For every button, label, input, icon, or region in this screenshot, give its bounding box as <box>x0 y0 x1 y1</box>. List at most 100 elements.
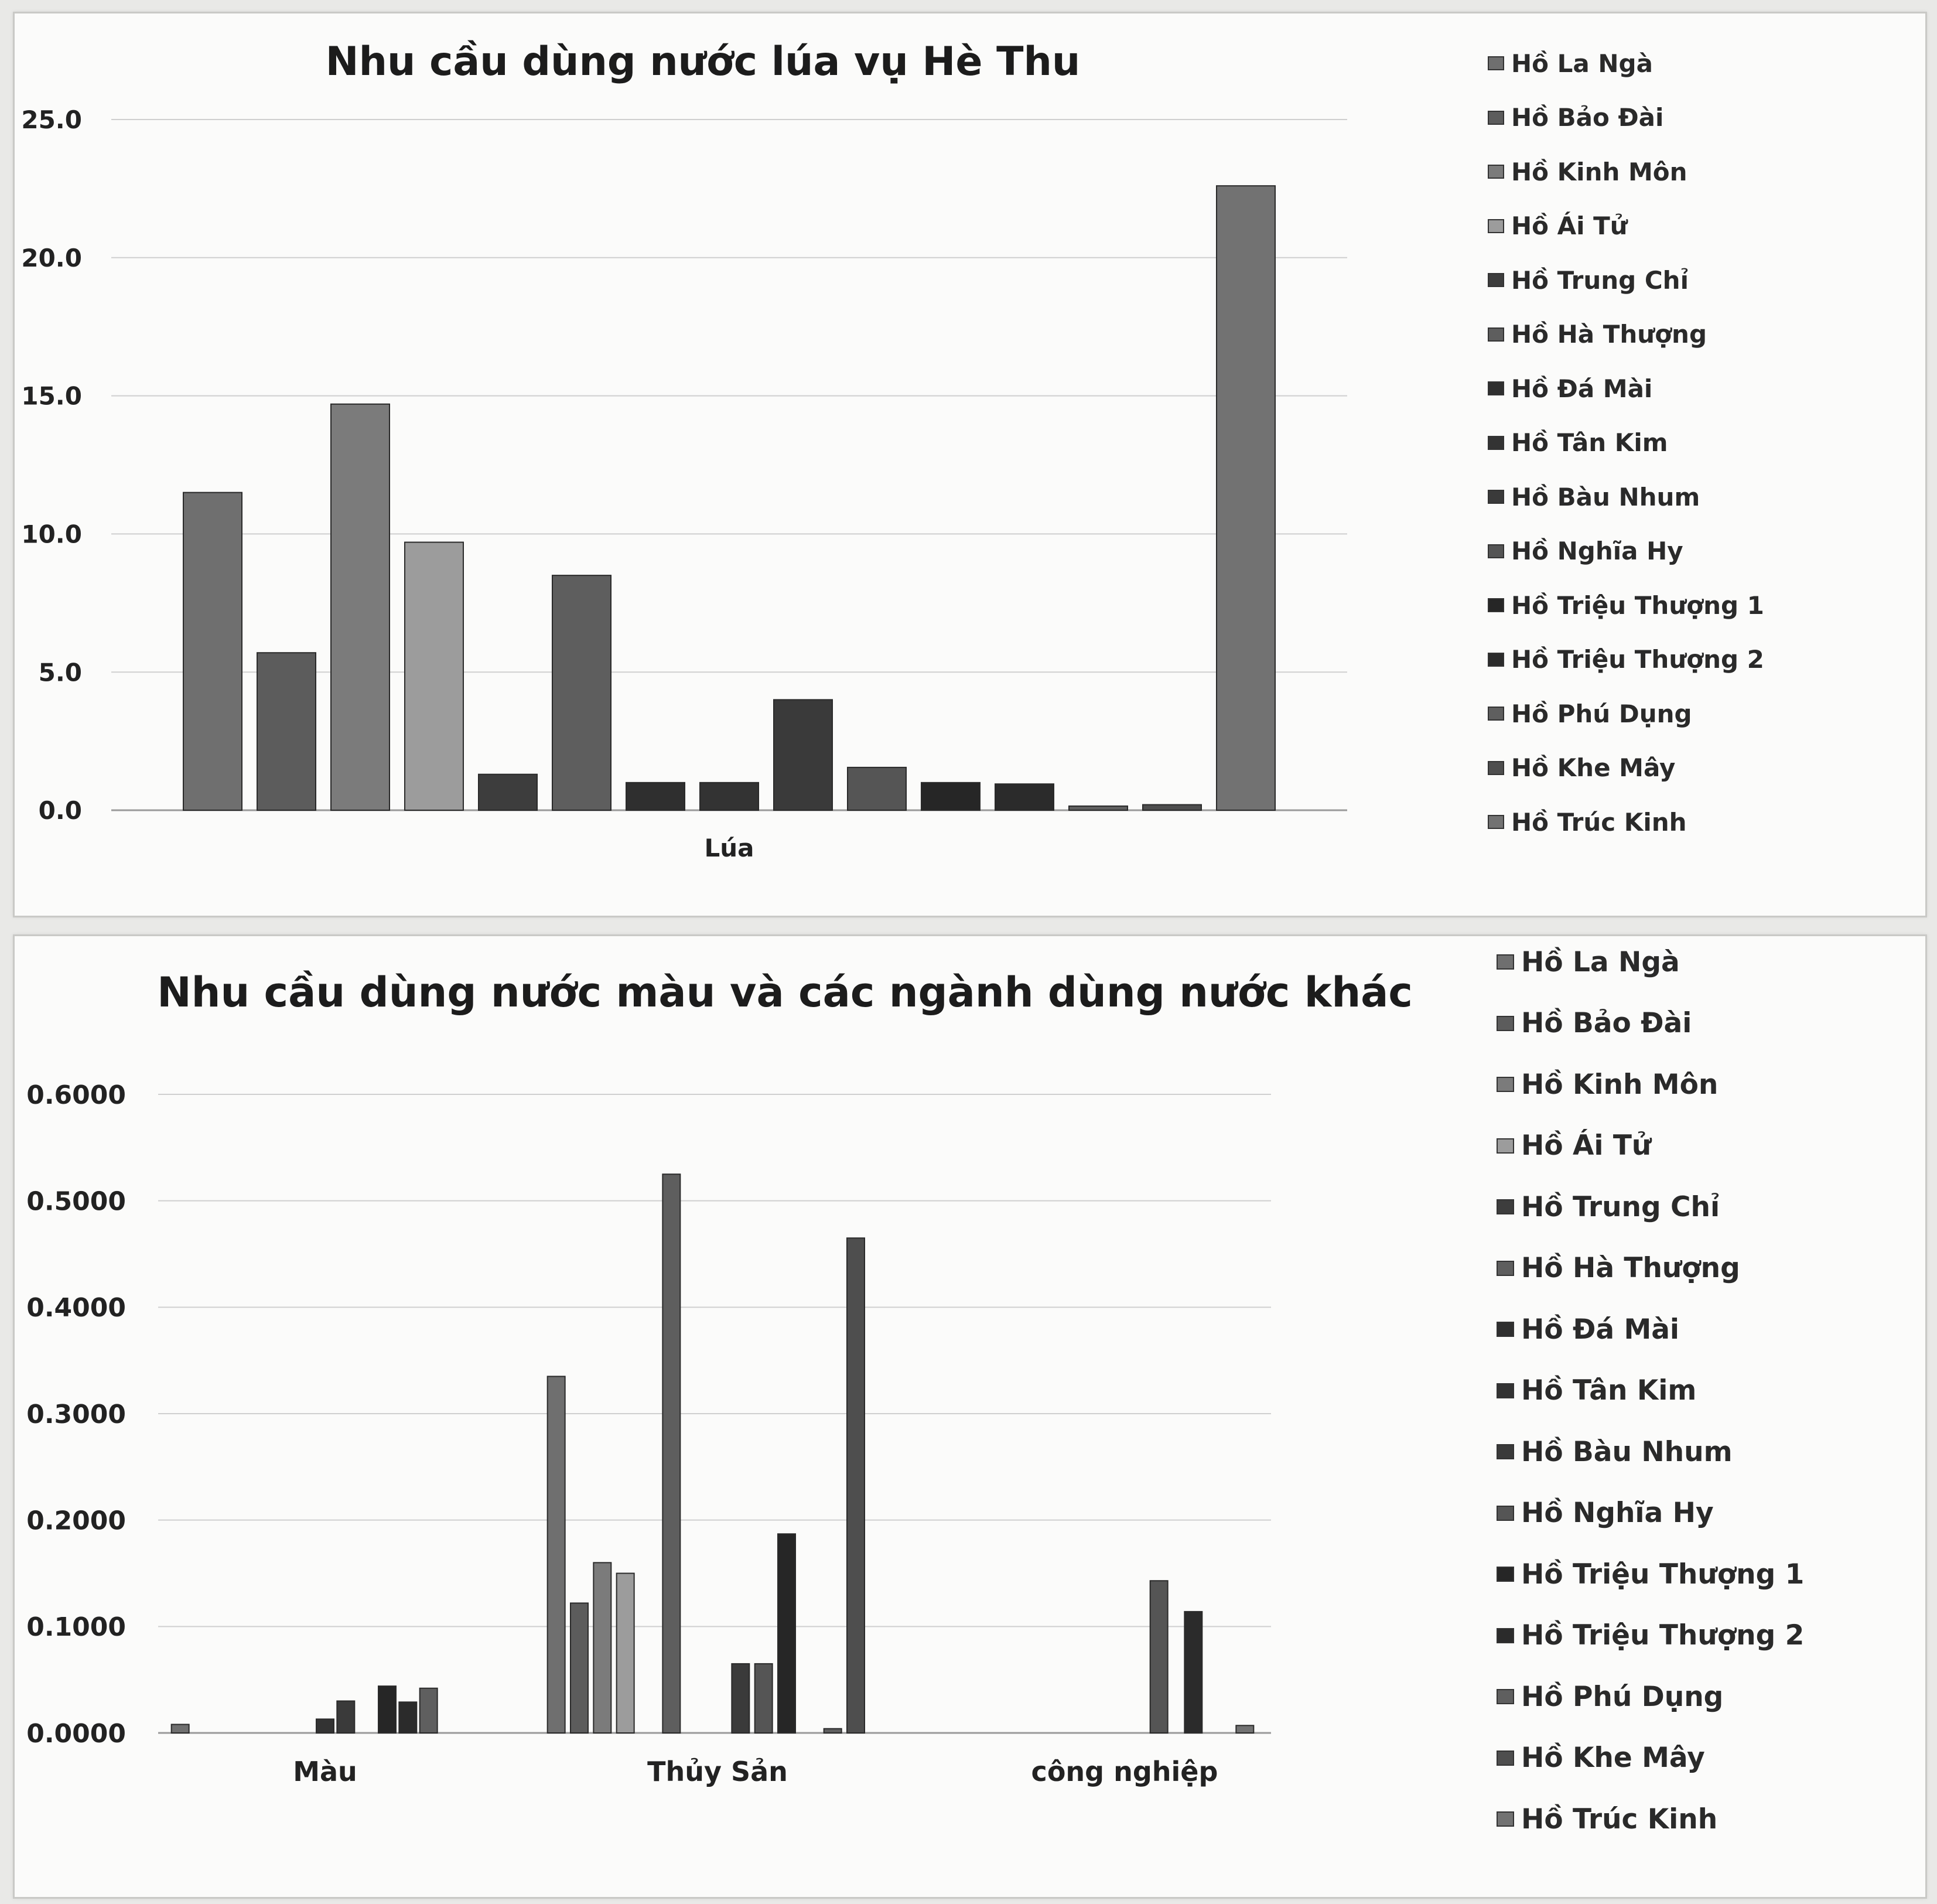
legend-swatch <box>1497 954 1514 970</box>
legend-item: Hồ Bàu Nhum <box>1497 1421 1804 1483</box>
category-label: công nghiệp <box>1031 1756 1218 1787</box>
category-label: Lúa <box>704 834 754 862</box>
legend-label: Hồ Kinh Môn <box>1511 157 1687 186</box>
legend-swatch <box>1488 381 1504 396</box>
bar-hồ-triệu-thượng-2-0 <box>995 783 1054 811</box>
legend-swatch <box>1488 327 1504 342</box>
legend-swatch <box>1497 1077 1514 1093</box>
legend-label: Hồ Triệu Thượng 1 <box>1511 591 1764 620</box>
bar-hồ-nghĩa-hy-1 <box>754 1663 773 1734</box>
legend-swatch <box>1497 1444 1514 1460</box>
legend-item: Hồ Trung Chỉ <box>1497 1176 1804 1238</box>
legend-label: Hồ Trúc Kinh <box>1511 807 1687 837</box>
bar-hồ-nghĩa-hy-0 <box>847 766 907 811</box>
category-label: Màu <box>293 1756 357 1787</box>
bar-hồ-kinh-môn-1 <box>593 1562 612 1734</box>
legend-swatch <box>1488 165 1504 179</box>
legend-label: Hồ Bảo Đài <box>1521 1007 1692 1040</box>
legend-item: Hồ Bảo Đài <box>1497 993 1804 1055</box>
legend-swatch <box>1488 760 1504 775</box>
bar-hồ-triệu-thượng-2-0 <box>398 1701 418 1734</box>
legend-swatch <box>1488 219 1504 233</box>
legend-item: Hồ Trúc Kinh <box>1497 1789 1804 1850</box>
y-tick-label: 5.0 <box>39 658 82 687</box>
legend-swatch <box>1488 815 1504 830</box>
legend-item: Hồ Nghĩa Hy <box>1488 524 1764 579</box>
legend-swatch <box>1497 1383 1514 1398</box>
y-tick-label: 0.5000 <box>26 1187 126 1217</box>
legend-label: Hồ Triệu Thượng 2 <box>1511 645 1764 674</box>
legend-label: Hồ Trung Chỉ <box>1511 265 1689 295</box>
y-tick-label: 0.1000 <box>26 1612 126 1642</box>
legend-swatch <box>1497 1750 1514 1766</box>
legend-swatch <box>1488 56 1504 71</box>
legend-item: Hồ Triệu Thượng 2 <box>1497 1605 1804 1667</box>
bar-hồ-đá-mài-0 <box>626 782 685 811</box>
category-label: Thủy Sản <box>647 1756 788 1787</box>
legend-item: Hồ La Ngà <box>1488 36 1764 91</box>
legend-swatch <box>1488 544 1504 558</box>
legend-label: Hồ Phú Dụng <box>1511 699 1692 728</box>
bar-hồ-bàu-nhum-0 <box>773 699 833 811</box>
legend-label: Hồ Kinh Môn <box>1521 1068 1719 1101</box>
legend-label: Hồ Phú Dụng <box>1521 1680 1724 1713</box>
legend-label: Hồ Trúc Kinh <box>1521 1803 1718 1835</box>
legend-label: Hồ Ái Tử <box>1521 1130 1652 1162</box>
legend-swatch <box>1497 1260 1514 1276</box>
legend-label: Hồ Tân Kim <box>1521 1374 1697 1407</box>
legend-item: Hồ Khe Mây <box>1497 1728 1804 1789</box>
bar-hồ-trúc-kinh-0 <box>1216 185 1276 811</box>
legend-swatch <box>1488 435 1504 450</box>
y-tick-label: 0.6000 <box>26 1080 126 1110</box>
legend-swatch <box>1497 1627 1514 1643</box>
bar-hồ-hà-thượng-0 <box>552 575 611 811</box>
bar-hồ-khe-mây-0 <box>1142 804 1202 811</box>
legend-rice-chart: Hồ La Ngà Hồ Bảo Đài Hồ Kinh Môn Hồ Ái Tử Hồ… <box>1488 36 1764 849</box>
legend-item: Hồ Phú Dụng <box>1488 687 1764 741</box>
legend-item: Hồ Triệu Thượng 2 <box>1488 633 1764 687</box>
legend-swatch <box>1488 273 1504 288</box>
bar-hồ-phú-dụng-1 <box>823 1728 842 1734</box>
legend-item: Hồ La Ngà <box>1497 931 1804 993</box>
legend-label: Hồ Tân Kim <box>1511 428 1668 458</box>
bar-hồ-ái-tử-0 <box>404 541 464 811</box>
legend-label: Hồ Ái Tử <box>1511 211 1628 241</box>
legend-item: Hồ Đá Mài <box>1488 361 1764 416</box>
legend-label: Hồ Khe Mây <box>1511 753 1676 783</box>
legend-label: Hồ Trung Chỉ <box>1521 1190 1720 1223</box>
bar-hồ-tân-kim-0 <box>699 782 759 811</box>
legend-label: Hồ Bàu Nhum <box>1511 482 1700 511</box>
legend-swatch <box>1497 1015 1514 1031</box>
legend-swatch <box>1488 490 1504 504</box>
bar-hồ-bảo-đài-0 <box>257 652 316 811</box>
bar-hồ-phú-dụng-0 <box>419 1687 438 1734</box>
legend-swatch <box>1497 1322 1514 1337</box>
legend-label: Hồ Triệu Thượng 2 <box>1521 1619 1805 1652</box>
legend-item: Hồ Khe Mây <box>1488 741 1764 796</box>
legend-label: Hồ Đá Mài <box>1521 1313 1680 1346</box>
bar-hồ-kinh-môn-0 <box>330 403 390 811</box>
bar-hồ-la-ngà-1 <box>546 1376 566 1734</box>
legend-swatch <box>1497 1811 1514 1827</box>
bar-hồ-trúc-kinh-2 <box>1235 1725 1255 1734</box>
y-tick-label: 0.0 <box>39 796 82 825</box>
legend-label: Hồ La Ngà <box>1521 946 1680 978</box>
legend-item: Hồ Hà Thượng <box>1497 1238 1804 1299</box>
bar-hồ-triệu-thượng-2-2 <box>1184 1610 1203 1734</box>
legend-item: Hồ Nghĩa Hy <box>1497 1483 1804 1544</box>
legend-label: Hồ Đá Mài <box>1511 374 1653 403</box>
legend-item: Hồ Trúc Kinh <box>1488 795 1764 849</box>
bar-hồ-triệu-thượng-1-1 <box>777 1533 796 1734</box>
legend-item: Hồ Tân Kim <box>1488 416 1764 470</box>
bar-hồ-triệu-thượng-1-0 <box>921 782 981 811</box>
legend-label: Hồ Nghĩa Hy <box>1511 537 1683 566</box>
bar-hồ-trung-chỉ-0 <box>478 773 538 811</box>
y-tick-label: 0.3000 <box>26 1400 126 1429</box>
legend-item: Hồ Trung Chỉ <box>1488 253 1764 308</box>
bar-hồ-ái-tử-1 <box>616 1572 635 1734</box>
legend-swatch <box>1497 1505 1514 1521</box>
legend-label: Hồ Nghĩa Hy <box>1521 1497 1714 1530</box>
legend-label: Hồ Khe Mây <box>1521 1742 1705 1775</box>
bar-hồ-tân-kim-0 <box>316 1718 334 1734</box>
